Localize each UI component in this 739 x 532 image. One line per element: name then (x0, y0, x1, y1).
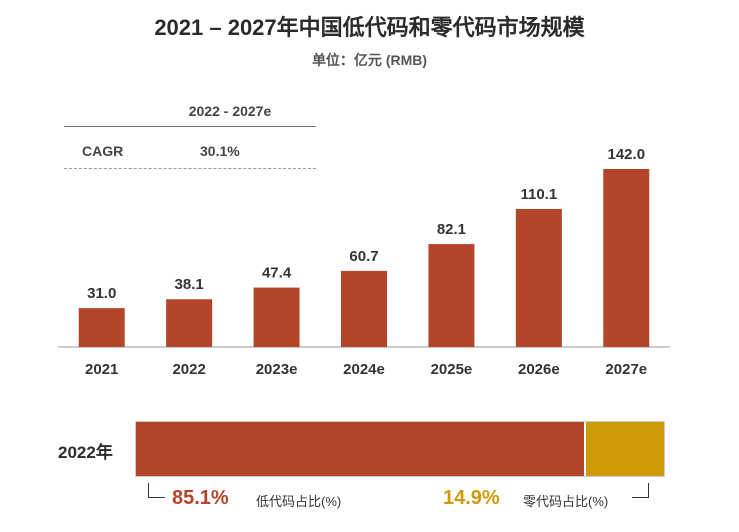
share-no-code-percent: 14.9% (443, 487, 500, 509)
share-low-code-text: 低代码占比(%) (256, 494, 342, 509)
chart-subtitle: 单位：亿元 (RMB) (311, 52, 428, 68)
bar-2021 (78, 308, 125, 347)
bar-2022 (166, 299, 213, 347)
share-stacked-bar (135, 421, 665, 477)
bar-2025e (428, 244, 475, 347)
share-low-code-percent: 85.1% (172, 487, 229, 509)
bar-series: 31.0 2021 38.1 2022 47.4 2023e 60.7 2024e 82.1 20… (78, 146, 650, 378)
share-segment-no-code (583, 422, 664, 476)
bar-value-label: 110.1 (520, 186, 557, 203)
bar-value-label: 31.0 (87, 285, 116, 302)
bar-value-label: 142.0 (608, 146, 646, 163)
chart-title: 2021 – 2027年中国低代码和零代码市场规模 (154, 15, 585, 40)
share-no-code-text: 零代码占比(%) (523, 494, 609, 509)
share-bracket-left (148, 483, 165, 498)
bar-2023e (253, 287, 300, 347)
x-tick-label: 2024e (343, 361, 385, 378)
bar-value-label: 82.1 (437, 221, 466, 238)
cagr-divider-bottom (64, 168, 316, 169)
bar-chart: 31.0 2021 38.1 2022 47.4 2023e 60.7 2024e 82.1 20… (58, 146, 670, 378)
x-tick-label: 2026e (518, 361, 560, 378)
cagr-label: CAGR (82, 143, 124, 159)
x-tick-label: 2023e (256, 361, 298, 378)
cagr-value: 30.1% (200, 143, 240, 159)
bar-value-label: 60.7 (349, 248, 378, 265)
cagr-period: 2022 - 2027e (188, 103, 272, 119)
share-year-label: 2022年 (58, 443, 113, 462)
x-tick-label: 2021 (85, 361, 118, 378)
bar-2026e (515, 208, 562, 347)
x-tick-label: 2025e (431, 361, 473, 378)
bar-value-label: 47.4 (262, 265, 292, 282)
share-segment-low-code (136, 422, 584, 476)
share-bracket-right (632, 483, 649, 498)
bar-2024e (341, 270, 387, 347)
x-tick-label: 2027e (605, 361, 647, 378)
cagr-divider-top (64, 126, 316, 127)
bar-2027e (603, 169, 650, 347)
x-tick-label: 2022 (172, 361, 205, 378)
bar-value-label: 38.1 (175, 276, 204, 293)
